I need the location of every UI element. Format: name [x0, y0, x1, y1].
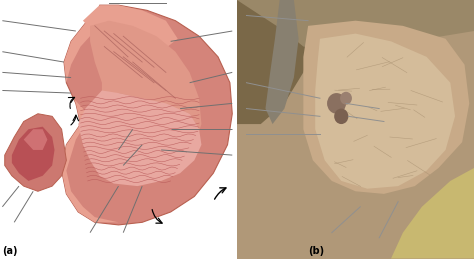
Polygon shape: [24, 129, 47, 150]
Polygon shape: [237, 0, 313, 124]
Polygon shape: [62, 5, 178, 222]
Circle shape: [340, 92, 352, 105]
Polygon shape: [265, 0, 299, 124]
Text: (a): (a): [2, 246, 18, 256]
Polygon shape: [237, 0, 474, 52]
Polygon shape: [78, 90, 201, 186]
Polygon shape: [62, 5, 232, 225]
Polygon shape: [391, 168, 474, 258]
Circle shape: [334, 109, 348, 124]
Polygon shape: [303, 21, 469, 194]
Polygon shape: [315, 34, 455, 189]
Polygon shape: [90, 21, 201, 176]
Polygon shape: [100, 93, 190, 124]
Circle shape: [327, 93, 346, 114]
Text: (b): (b): [308, 246, 324, 256]
Polygon shape: [5, 114, 66, 191]
Polygon shape: [12, 127, 55, 181]
